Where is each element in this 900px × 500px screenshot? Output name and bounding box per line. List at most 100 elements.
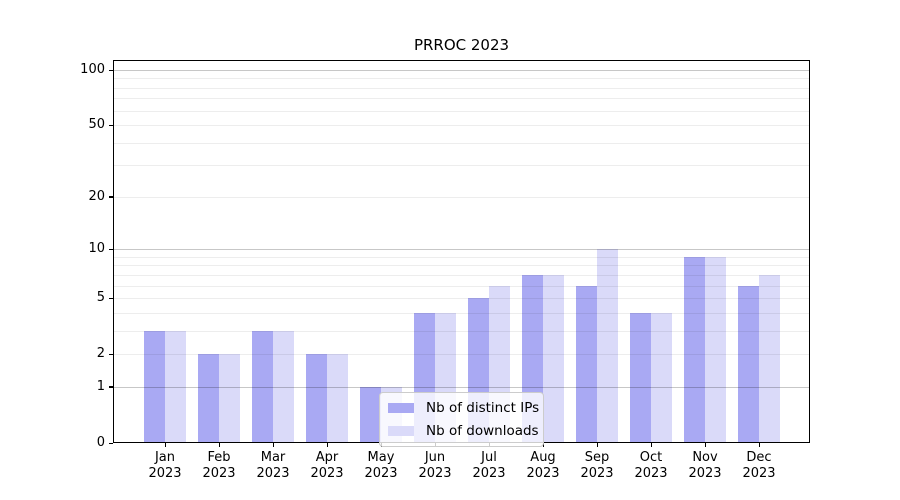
y-tick-label: 0 (96, 435, 105, 450)
x-tick-label: Nov 2023 (675, 450, 735, 482)
x-tick-label-month: Jan (154, 450, 176, 465)
y-tick-label: 1 (96, 378, 105, 394)
x-tick-label-month: Apr (315, 450, 339, 465)
bar-downloads-oct (651, 312, 672, 443)
legend-item-label: Nb of distinct IPs (426, 400, 540, 416)
y-tick-label: 100 (80, 62, 105, 77)
gridline (114, 70, 809, 71)
y-tick (109, 442, 113, 444)
gridline (114, 354, 809, 356)
bar-ips-sep (576, 285, 597, 443)
legend-item: Nb of downloads (388, 423, 539, 439)
y-tick (109, 353, 113, 355)
x-tick-label-month: Feb (207, 450, 231, 465)
x-tick (650, 443, 652, 447)
x-tick-label-year: 2023 (688, 466, 722, 481)
bar-downloads-apr (327, 354, 348, 443)
y-tick (109, 386, 113, 388)
y-tick (109, 248, 113, 250)
x-tick-label-year: 2023 (526, 466, 560, 481)
x-tick-label-year: 2023 (256, 466, 290, 481)
y-tick (109, 196, 113, 198)
x-tick-label: Jul 2023 (459, 450, 519, 482)
x-tick-label: Sep 2023 (567, 450, 627, 482)
x-tick-label: Mar 2023 (243, 450, 303, 482)
gridline (114, 330, 809, 332)
bar-ips-may (360, 386, 381, 443)
x-tick-label-year: 2023 (742, 466, 776, 481)
gridline (114, 256, 809, 258)
gridline (114, 125, 809, 127)
x-tick-label: Feb 2023 (189, 450, 249, 482)
x-tick-label-month: May (367, 450, 395, 465)
legend-swatch-icon (388, 426, 414, 436)
x-tick-label-month: Jul (481, 450, 497, 465)
x-tick-label-year: 2023 (202, 466, 236, 481)
gridline (114, 110, 809, 112)
x-tick-label: Oct 2023 (621, 450, 681, 482)
gridline (114, 312, 809, 314)
bar-downloads-mar (273, 330, 294, 443)
x-tick-label: Dec 2023 (729, 450, 789, 482)
bar-downloads-aug (543, 274, 564, 443)
y-tick-label: 50 (88, 117, 105, 133)
gridline (114, 165, 809, 167)
bar-ips-dec (738, 285, 759, 443)
x-tick-label-year: 2023 (472, 466, 506, 481)
x-tick-label: Apr 2023 (297, 450, 357, 482)
x-tick-label: May 2023 (351, 450, 411, 482)
x-tick-label-year: 2023 (148, 466, 182, 481)
chart-title: PRROC 2023 (413, 36, 510, 54)
y-tick (109, 297, 113, 299)
gridline (114, 142, 809, 144)
legend-swatch-icon (388, 403, 414, 413)
x-tick-label-month: Jun (424, 450, 446, 465)
bar-ips-jan (144, 330, 165, 443)
y-tick (109, 69, 113, 71)
x-tick-label: Aug 2023 (513, 450, 573, 482)
y-tick (109, 124, 113, 126)
x-tick-label-month: Aug (530, 450, 556, 465)
gridline (114, 386, 809, 388)
x-tick-label-month: Sep (584, 450, 610, 465)
legend-item-label: Nb of downloads (426, 423, 539, 439)
x-tick-label-year: 2023 (634, 466, 668, 481)
gridline (114, 78, 809, 80)
gridline (114, 274, 809, 276)
gridline (114, 249, 809, 251)
x-tick-label-month: Mar (260, 450, 286, 465)
bar-ips-oct (630, 312, 651, 443)
x-tick-label-year: 2023 (364, 466, 398, 481)
bar-ips-apr (306, 354, 327, 443)
x-tick-label-month: Dec (746, 450, 772, 465)
bar-downloads-dec (759, 274, 780, 443)
gridline (114, 196, 809, 198)
x-tick (596, 443, 598, 447)
x-tick (326, 443, 328, 447)
x-tick (272, 443, 274, 447)
x-tick-label-year: 2023 (580, 466, 614, 481)
bar-ips-feb (198, 354, 219, 443)
legend: Nb of distinct IPs Nb of downloads (379, 392, 544, 447)
x-tick-label-year: 2023 (418, 466, 452, 481)
x-tick-label: Jun 2023 (405, 450, 465, 482)
y-tick-label: 2 (96, 346, 105, 362)
x-tick-label-month: Nov (692, 450, 718, 465)
y-tick-label: 20 (88, 188, 105, 204)
gridline (114, 265, 809, 267)
gridline (114, 98, 809, 100)
x-tick (758, 443, 760, 447)
bar-ips-mar (252, 330, 273, 443)
y-tick-label: 10 (88, 241, 105, 257)
legend-item: Nb of distinct IPs (388, 400, 539, 416)
bar-downloads-jan (165, 330, 186, 443)
x-tick-label-year: 2023 (310, 466, 344, 481)
y-tick-label: 5 (96, 290, 105, 306)
gridline (114, 87, 809, 89)
x-tick (704, 443, 706, 447)
bar-downloads-nov (705, 256, 726, 443)
gridline (114, 285, 809, 287)
x-tick-label: Jan 2023 (135, 450, 195, 482)
bar-downloads-feb (219, 354, 240, 443)
